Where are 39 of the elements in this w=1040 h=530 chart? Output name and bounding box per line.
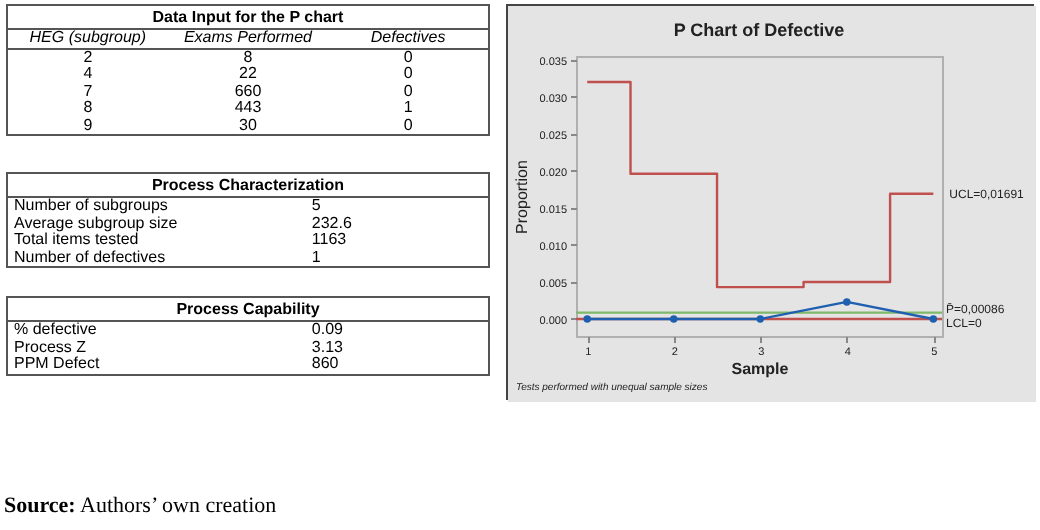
text: % defective (14, 320, 97, 338)
chart-title: P Chart of Defective (673, 19, 845, 40)
source-note: Source: Authors’ own creation (4, 494, 277, 518)
text: Number of defectives (14, 247, 166, 265)
text: 9 (83, 115, 93, 133)
text: 0 (403, 115, 413, 133)
text: 0 (403, 81, 413, 99)
text: 30 (239, 115, 257, 133)
text: Average subgroup size (14, 213, 178, 231)
text: 1163 (311, 230, 347, 248)
text: 232.6 (311, 213, 352, 231)
text: 5 (311, 196, 321, 214)
x-axis-title: Sample (731, 360, 790, 378)
text: 4 (83, 64, 93, 82)
text: 22 (239, 64, 257, 82)
category-label: Exams Performed (167, 28, 329, 48)
text: 3.13 (311, 337, 343, 355)
text: 8 (83, 98, 93, 116)
text: Data Input for the P chart (7, 5, 489, 29)
category-label: Defectives (328, 28, 489, 48)
text: 0.09 (311, 320, 343, 338)
text: 8 (243, 47, 253, 65)
text: PPM Defect (14, 354, 100, 372)
text: Process Characterization (7, 173, 489, 197)
text: 660 (234, 81, 262, 99)
category-label: HEG (subgroup) (7, 28, 168, 48)
text: Process Capability (7, 297, 489, 321)
text: Total items tested (14, 230, 139, 248)
text: 860 (311, 354, 339, 372)
text: 7 (83, 81, 93, 99)
text: 0 (403, 47, 413, 65)
text: Number of subgroups (14, 196, 168, 214)
text: 1 (403, 98, 413, 116)
text: 2 (83, 47, 93, 65)
text: 1 (311, 247, 321, 265)
text: 443 (234, 98, 262, 116)
text: Process Z (14, 337, 87, 355)
y-axis-title: Proportion (513, 160, 532, 234)
text: 0 (403, 64, 413, 82)
